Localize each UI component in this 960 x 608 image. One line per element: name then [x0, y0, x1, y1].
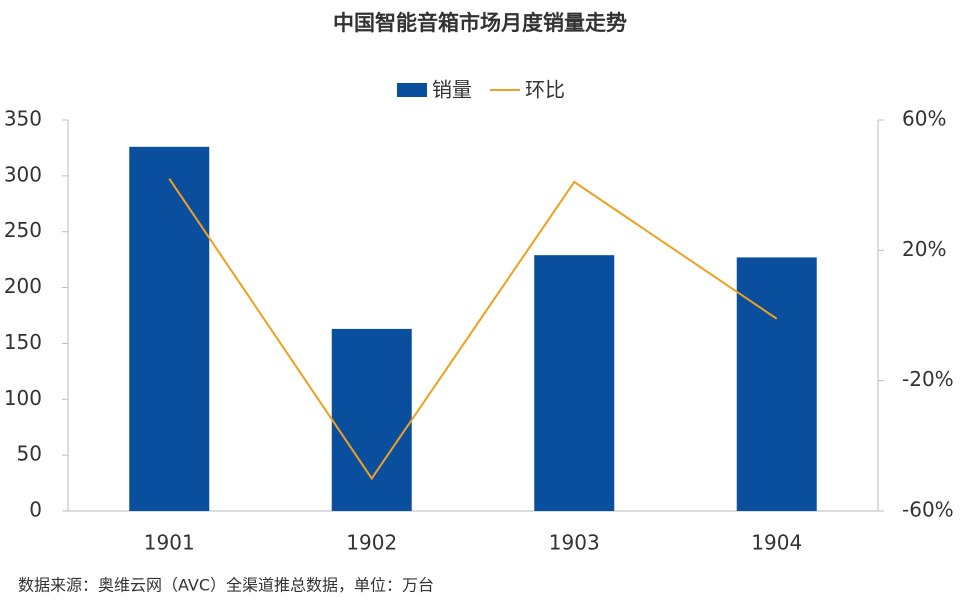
y-tick-label: 350 — [4, 107, 42, 131]
x-tick-label: 1901 — [144, 531, 195, 555]
x-tick-label: 1903 — [549, 531, 600, 555]
y-tick-label: 300 — [4, 162, 42, 186]
bar — [736, 257, 817, 511]
y2-tick-label: 60% — [902, 107, 946, 131]
y2-tick-label: -60% — [902, 498, 954, 522]
y2-tick-label: 20% — [902, 237, 946, 261]
y-tick-label: 200 — [4, 274, 42, 298]
y2-tick-label: -20% — [902, 367, 954, 391]
bar — [534, 255, 615, 511]
source-note: 数据来源：奥维云网（AVC）全渠道推总数据，单位：万台 — [18, 576, 434, 595]
legend-label: 环比 — [525, 78, 565, 102]
line — [168, 178, 778, 481]
bar — [129, 146, 210, 511]
y-tick-label: 100 — [4, 386, 42, 410]
y-tick-label: 50 — [17, 442, 42, 466]
legend-label: 销量 — [432, 78, 472, 102]
y-tick-label: 250 — [4, 218, 42, 242]
x-tick-label: 1904 — [751, 531, 802, 555]
y-tick-label: 150 — [4, 330, 42, 354]
bar — [331, 328, 412, 511]
legend-swatch — [397, 83, 427, 97]
y-tick-label: 0 — [29, 498, 42, 522]
chart-title: 中国智能音箱市场月度销量走势 — [333, 11, 627, 35]
x-tick-label: 1902 — [346, 531, 397, 555]
